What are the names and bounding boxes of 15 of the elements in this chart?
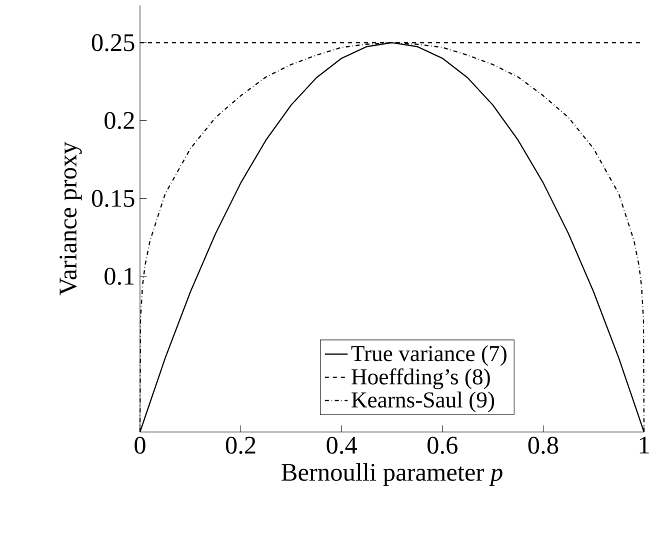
x-tick-label: 0.4: [326, 436, 358, 454]
legend-label: Kearns-Saul (9): [352, 392, 494, 412]
y-tick-label: 0.25: [92, 34, 134, 52]
legend-label: True variance (7): [351, 345, 506, 366]
x-tick-label: 0.6: [428, 436, 458, 454]
legend-label: Hoeffding’s (8): [352, 368, 490, 390]
x-axis-title: Bernoulli parameter p: [282, 463, 502, 486]
y-tick-label: 0.2: [104, 112, 134, 130]
x-tick-label: 1: [640, 436, 649, 454]
y-tick-label: 0.1: [104, 268, 134, 285]
y-tick-label: 0.15: [92, 190, 134, 208]
y-axis-title: Variance proxy: [60, 142, 82, 296]
x-tick-label: 0.2: [226, 436, 256, 454]
x-tick-label: 0: [134, 436, 146, 454]
x-tick-label: 0.8: [528, 436, 558, 454]
